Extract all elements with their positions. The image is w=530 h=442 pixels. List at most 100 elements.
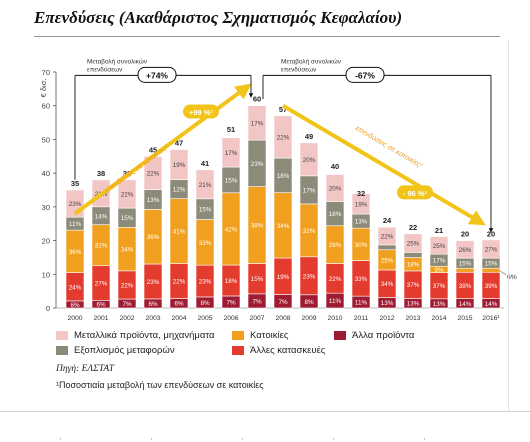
segment-label: 13% bbox=[147, 197, 160, 204]
segment-label: 33% bbox=[199, 240, 212, 247]
total-change-left-label-line2: επενδύσεων bbox=[87, 65, 122, 73]
segment-label: 15% bbox=[485, 261, 498, 268]
segment-label: 19% bbox=[355, 201, 368, 208]
segment-label: 26% bbox=[459, 247, 472, 254]
bar-total-label: 20 bbox=[461, 230, 469, 239]
total-change-right-label-line2: επενδύσεων bbox=[281, 65, 316, 73]
legend-label: Εξοπλισμός μεταφορών bbox=[74, 345, 175, 356]
housing-change-left-bg bbox=[183, 104, 219, 119]
x-tick-label: 2003 bbox=[145, 315, 160, 322]
segment-label: 18% bbox=[277, 173, 290, 180]
x-tick-label: 2016¹ bbox=[482, 315, 500, 322]
segment-label: 13% bbox=[433, 301, 446, 308]
segment-label: 7% bbox=[226, 299, 236, 306]
segment-label: 23% bbox=[69, 201, 82, 208]
footnote: ¹Ποσοστιαία μεταβολή των επενδύσεων σε κ… bbox=[56, 380, 264, 390]
x-tick-label: 2008 bbox=[275, 315, 290, 322]
bar-total-label: 38 bbox=[97, 169, 105, 178]
segment-label: 27% bbox=[95, 281, 108, 288]
legend-item: Άλλα προϊόντα bbox=[334, 330, 414, 341]
segment-label: 13% bbox=[407, 301, 420, 308]
bar-total-label: 47 bbox=[175, 139, 183, 148]
legend-label: Άλλες κατασκευές bbox=[250, 345, 326, 356]
segment-label: 14% bbox=[459, 301, 472, 308]
x-tick-label: 2002 bbox=[119, 315, 134, 322]
segment-label: 41% bbox=[173, 229, 186, 236]
bar-segment bbox=[481, 239, 501, 259]
segment-label: 33% bbox=[355, 276, 368, 283]
bar-segment bbox=[299, 142, 319, 177]
housing-change-right-bg bbox=[397, 185, 433, 200]
page-break-dashes bbox=[60, 438, 500, 440]
segment-label: 23% bbox=[251, 161, 264, 168]
housing-label-right: επενδύσεις σε κατοικίες¹ bbox=[354, 123, 425, 170]
y-tick-label: 0 bbox=[46, 304, 50, 313]
segment-label: 23% bbox=[303, 273, 316, 280]
x-tick-label: 2015 bbox=[457, 315, 472, 322]
bar-total-label: 35 bbox=[71, 179, 79, 188]
segment-label: 11% bbox=[329, 298, 342, 305]
segment-label: 12% bbox=[173, 187, 186, 194]
segment-label: 18% bbox=[329, 211, 342, 218]
legend-swatch bbox=[232, 331, 244, 340]
segment-label: 17% bbox=[225, 150, 238, 157]
investment-chart: 0 10 20 30 40 50 60 70 € δισ. 6% 24% 36% 11% 23% 35 200… bbox=[39, 57, 517, 322]
housing-trend-up-arrow bbox=[73, 83, 252, 216]
segment-label: 24% bbox=[69, 284, 82, 291]
segment-label: 20% bbox=[303, 157, 316, 164]
bar-segment bbox=[325, 174, 345, 202]
legend-item: Κατοικίες bbox=[232, 330, 288, 341]
segment-label: 15% bbox=[199, 207, 212, 214]
bar-segment bbox=[247, 105, 267, 141]
segment-label: 34% bbox=[381, 281, 394, 288]
segment-label: 18% bbox=[407, 262, 420, 269]
y-tick-label: 30 bbox=[42, 203, 50, 212]
bar-segment bbox=[377, 226, 397, 246]
x-tick-label: 2000 bbox=[67, 315, 82, 322]
bar-total-label: 20 bbox=[487, 230, 495, 239]
x-tick-label: 2001 bbox=[93, 315, 108, 322]
bar-total-label: 57 bbox=[279, 105, 287, 114]
bar-segment bbox=[429, 236, 449, 255]
segment-label: 25% bbox=[433, 243, 446, 250]
title-divider bbox=[34, 36, 500, 37]
y-tick-label: 20 bbox=[42, 237, 50, 246]
segment-label: 39% bbox=[485, 283, 498, 290]
bar-segment bbox=[117, 179, 137, 209]
bar-total-label: 49 bbox=[305, 132, 313, 141]
segment-label: 7% bbox=[278, 299, 288, 306]
bar-total-label: 51 bbox=[227, 125, 235, 134]
segment-label: 17% bbox=[251, 120, 264, 127]
segment-label: 37% bbox=[433, 283, 446, 290]
segment-label: 22% bbox=[277, 134, 290, 141]
segment-label: 15% bbox=[121, 215, 134, 222]
source-note: Πηγή: ΕΛΣΤΑΤ bbox=[56, 364, 115, 374]
segment-label: 22% bbox=[329, 276, 342, 283]
segment-label: 28% bbox=[329, 242, 342, 249]
segment-label: 27% bbox=[485, 247, 498, 254]
bar-total-label: 41 bbox=[201, 159, 209, 168]
segment-label: 22% bbox=[381, 233, 394, 240]
segment-label: 22% bbox=[173, 279, 186, 286]
y-tick-label: 10 bbox=[42, 270, 50, 279]
segment-label: 32% bbox=[95, 243, 108, 250]
segment-label: 6% bbox=[174, 301, 184, 308]
segment-label: 23% bbox=[199, 279, 212, 286]
housing-change-right: - 96 %¹ bbox=[403, 189, 428, 198]
bar-total-label: 60 bbox=[253, 95, 261, 104]
bar-segment bbox=[221, 137, 241, 168]
y-tick-label: 50 bbox=[42, 135, 50, 144]
bar-segment bbox=[195, 169, 215, 200]
segment-label: 22% bbox=[121, 191, 134, 198]
legend-item: Εξοπλισμός μεταφορών bbox=[56, 345, 175, 356]
segment-label: 13% bbox=[355, 219, 368, 226]
legend-swatch bbox=[232, 346, 244, 355]
y-axis-title: € δισ. bbox=[39, 79, 48, 98]
y-tick-label: 70 bbox=[42, 68, 50, 77]
housing-change-left: +99 %¹ bbox=[189, 108, 213, 117]
segment-label: 8% bbox=[200, 300, 210, 307]
segment-label: 23% bbox=[147, 279, 160, 286]
segment-label: 14% bbox=[485, 301, 498, 308]
segment-label: 19% bbox=[277, 274, 290, 281]
segment-label: 15% bbox=[251, 276, 264, 283]
